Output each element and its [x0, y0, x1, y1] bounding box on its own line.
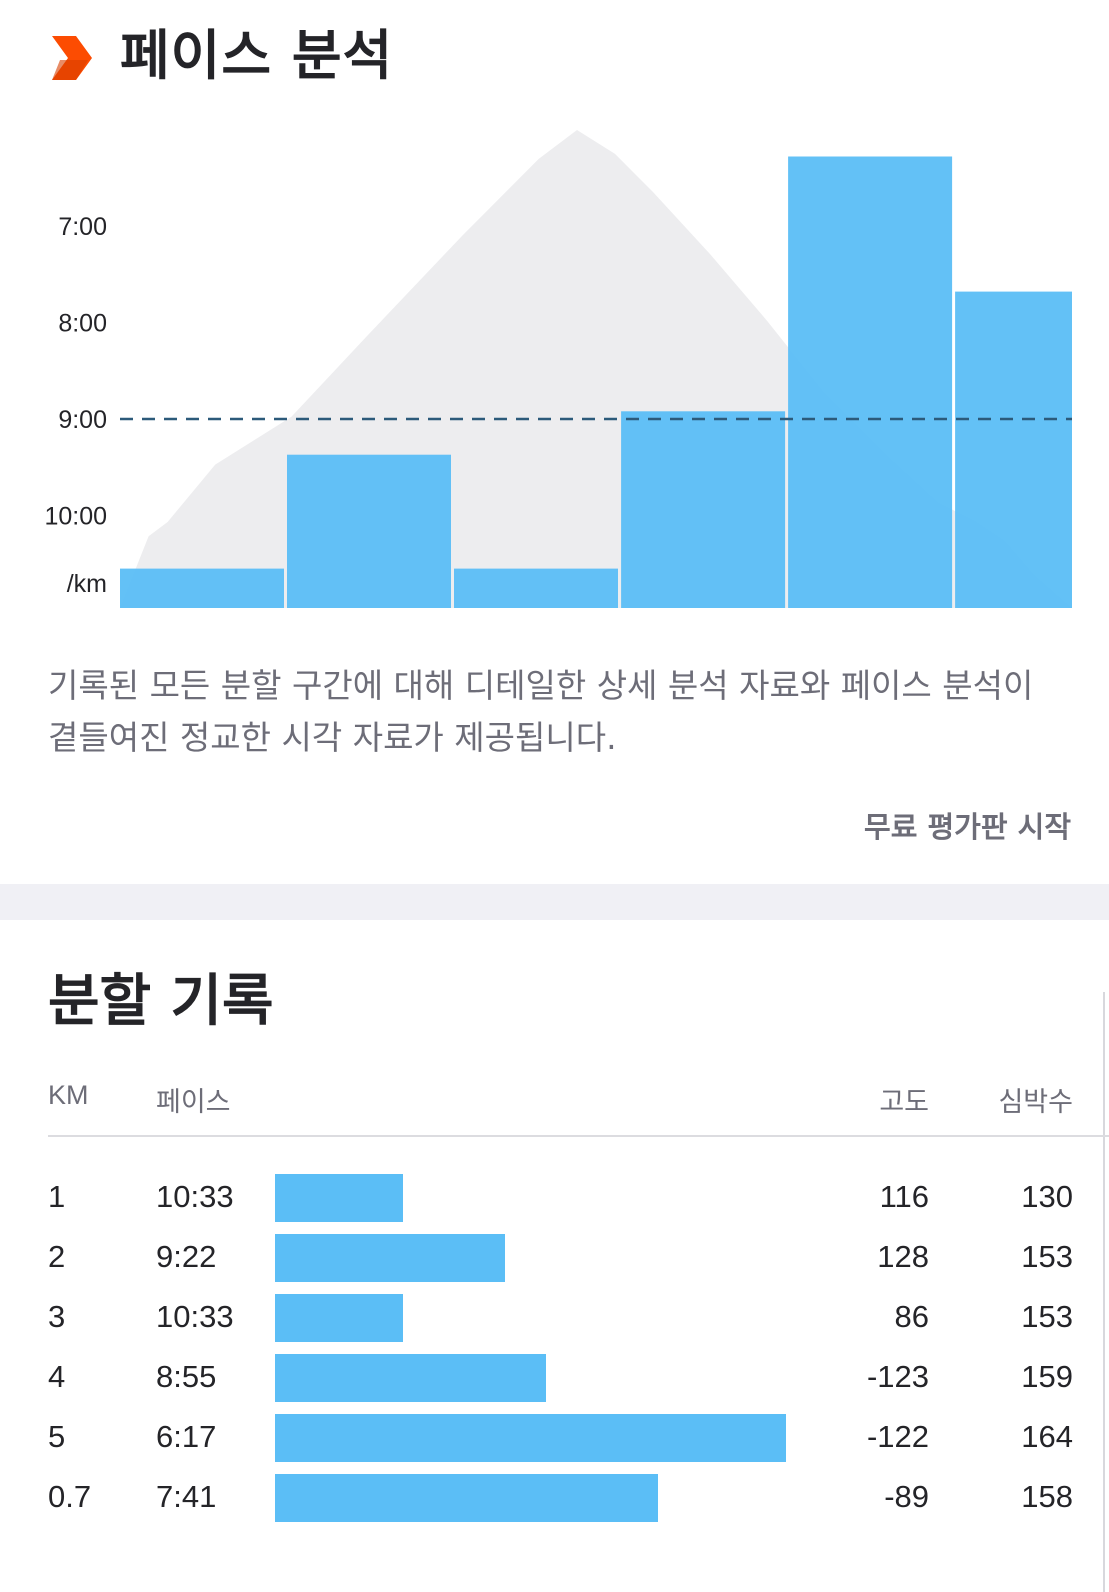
y-tick-label: 10:00: [44, 503, 107, 531]
feature-description: 기록된 모든 분할 구간에 대해 디테일한 상세 분석 자료와 페이스 분석이 …: [48, 666, 1034, 757]
column-header-pace: 페이스: [156, 1087, 231, 1117]
start-free-trial-button[interactable]: 무료 평가판 시작: [864, 810, 1071, 844]
header-divider: [48, 1135, 1109, 1137]
pace-bar: [120, 568, 284, 608]
split-pace: 9:22: [156, 1239, 217, 1274]
split-heart-rate: 153: [1021, 1239, 1073, 1274]
split-row: 3 10:33 86 153: [0, 1287, 1109, 1347]
split-row: 1 10:33 116 130: [0, 1167, 1109, 1227]
y-unit-label: /km: [67, 570, 107, 598]
y-axis-labels: 7:00 8:00 9:00 10:00/km: [44, 213, 107, 598]
y-tick-label: 7:00: [58, 213, 107, 241]
pace-analysis-section: 페이스 분석 7:00 8:00 9:00 10:00/km 기록된 모든 분할 구간…: [44, 24, 1072, 844]
split-elevation: 86: [894, 1299, 929, 1334]
split-km: 4: [48, 1359, 66, 1394]
split-pace-bar: [275, 1234, 505, 1282]
pace-bar: [788, 156, 953, 608]
split-elevation: 128: [877, 1239, 929, 1274]
split-heart-rate: 153: [1021, 1299, 1073, 1334]
pace-chart: 7:00 8:00 9:00 10:00/km: [44, 130, 1072, 608]
pace-bar: [621, 411, 786, 608]
split-km: 3: [48, 1299, 66, 1334]
split-pace-bar: [275, 1174, 403, 1222]
card-edge: [1103, 992, 1105, 1592]
section-title: 페이스 분석: [120, 24, 394, 87]
split-elevation: -123: [866, 1359, 929, 1394]
y-tick-label: 8:00: [58, 310, 107, 338]
split-heart-rate: 158: [1021, 1479, 1073, 1514]
split-km: 0.7: [48, 1479, 92, 1514]
y-tick-label: 9:00: [58, 406, 107, 434]
split-elevation: 116: [879, 1179, 929, 1214]
split-km: 1: [48, 1179, 66, 1214]
column-header-km: KM: [48, 1080, 89, 1110]
splits-title: 분할 기록: [48, 969, 274, 1034]
split-heart-rate: 159: [1021, 1359, 1073, 1394]
column-header-elevation: 고도: [879, 1087, 929, 1117]
split-pace-bar: [275, 1414, 786, 1462]
split-row: 4 8:55 -123 159: [0, 1347, 1109, 1407]
split-row: 0.7 7:41 -89 158: [0, 1467, 1109, 1527]
split-elevation: -122: [866, 1419, 929, 1454]
splits-section: 분할 기록 KM 페이스 고도 심박수 1 10:33 116 130 2 9:…: [0, 920, 1109, 1592]
split-pace-bar: [275, 1294, 403, 1342]
split-row: 5 6:17 -122 164: [0, 1407, 1109, 1467]
pace-bar: [955, 291, 1072, 608]
split-pace: 7:41: [156, 1479, 217, 1514]
pace-bar: [287, 454, 451, 608]
split-elevation: -89: [884, 1479, 929, 1514]
split-pace-bar: [275, 1354, 546, 1402]
split-km: 2: [48, 1239, 66, 1274]
section-divider: [0, 884, 1109, 920]
split-pace: 10:33: [156, 1179, 234, 1214]
split-row: 2 9:22 128 153: [0, 1227, 1109, 1287]
split-km: 5: [48, 1419, 66, 1454]
split-pace: 8:55: [156, 1359, 217, 1394]
chevron-right-icon: [52, 36, 92, 80]
column-header-heart-rate: 심박수: [998, 1087, 1073, 1117]
split-heart-rate: 130: [1021, 1179, 1073, 1214]
split-pace-bar: [275, 1474, 658, 1522]
split-heart-rate: 164: [1021, 1419, 1073, 1454]
split-pace: 10:33: [156, 1299, 234, 1334]
split-pace: 6:17: [156, 1419, 217, 1454]
pace-bar: [454, 568, 618, 608]
pace-bars: [120, 156, 1072, 608]
